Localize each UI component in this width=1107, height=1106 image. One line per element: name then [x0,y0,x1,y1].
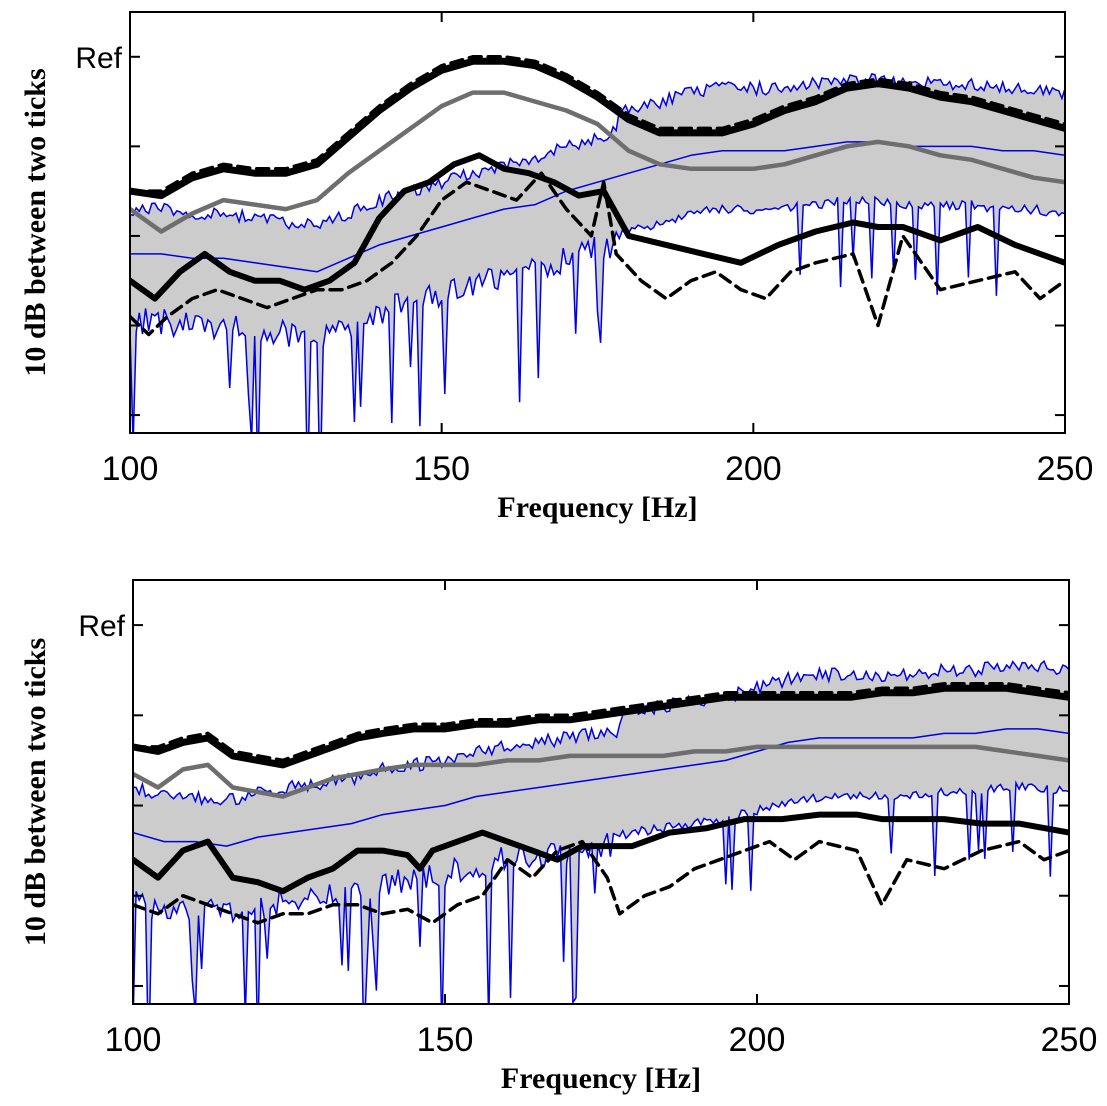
ref-label: Ref [75,42,122,75]
upper-dashed-line [133,681,1069,763]
axes-frame [129,11,1066,434]
y-axis-title: 10 dB between two ticks [19,68,52,376]
chart-panel-2: Ref 100 150 200 250 Frequency [Hz] 10 dB betwe… [19,579,1098,1095]
y-axis-title: 10 dB between two ticks [19,638,52,946]
x-tick-label: 200 [729,1021,786,1059]
upper-thick-line [133,684,1069,769]
plot-area [133,659,1069,1004]
blue-upper-envelope [130,73,1065,231]
axes-frame [132,579,1070,1005]
upper-dashed-line [130,55,1065,193]
x-tick-label: 150 [413,450,470,488]
upper-thick-line [130,57,1065,200]
lower-dashed-line [133,839,1069,925]
lower-dashed-line [130,171,1065,337]
blue-upper-envelope [133,659,1069,807]
blue-lower-envelope [130,195,1065,433]
x-tick-label: 100 [102,450,159,488]
x-tick-label: 250 [1041,1021,1098,1059]
ref-label: Ref [78,610,125,643]
x-tick-label: 200 [725,450,782,488]
x-tick-label: 100 [105,1021,162,1059]
variability-band [133,661,1069,1004]
x-tick-label: 150 [417,1021,474,1059]
gray-line [133,744,1069,799]
lower-thick-line [130,152,1065,302]
gray-line [130,90,1065,234]
x-axis-title: Frequency [Hz] [501,1062,701,1095]
x-tick-label: 250 [1037,450,1094,488]
chart-panel-1: Ref 100 150 200 250 Frequency [Hz] 10 dB betwe… [19,11,1094,524]
x-axis-title: Frequency [Hz] [497,491,697,524]
blue-lower-envelope [133,780,1069,1004]
plot-area [130,55,1065,433]
blue-mid-line [133,728,1069,847]
lower-thick-line [133,811,1069,895]
variability-band [130,73,1065,433]
